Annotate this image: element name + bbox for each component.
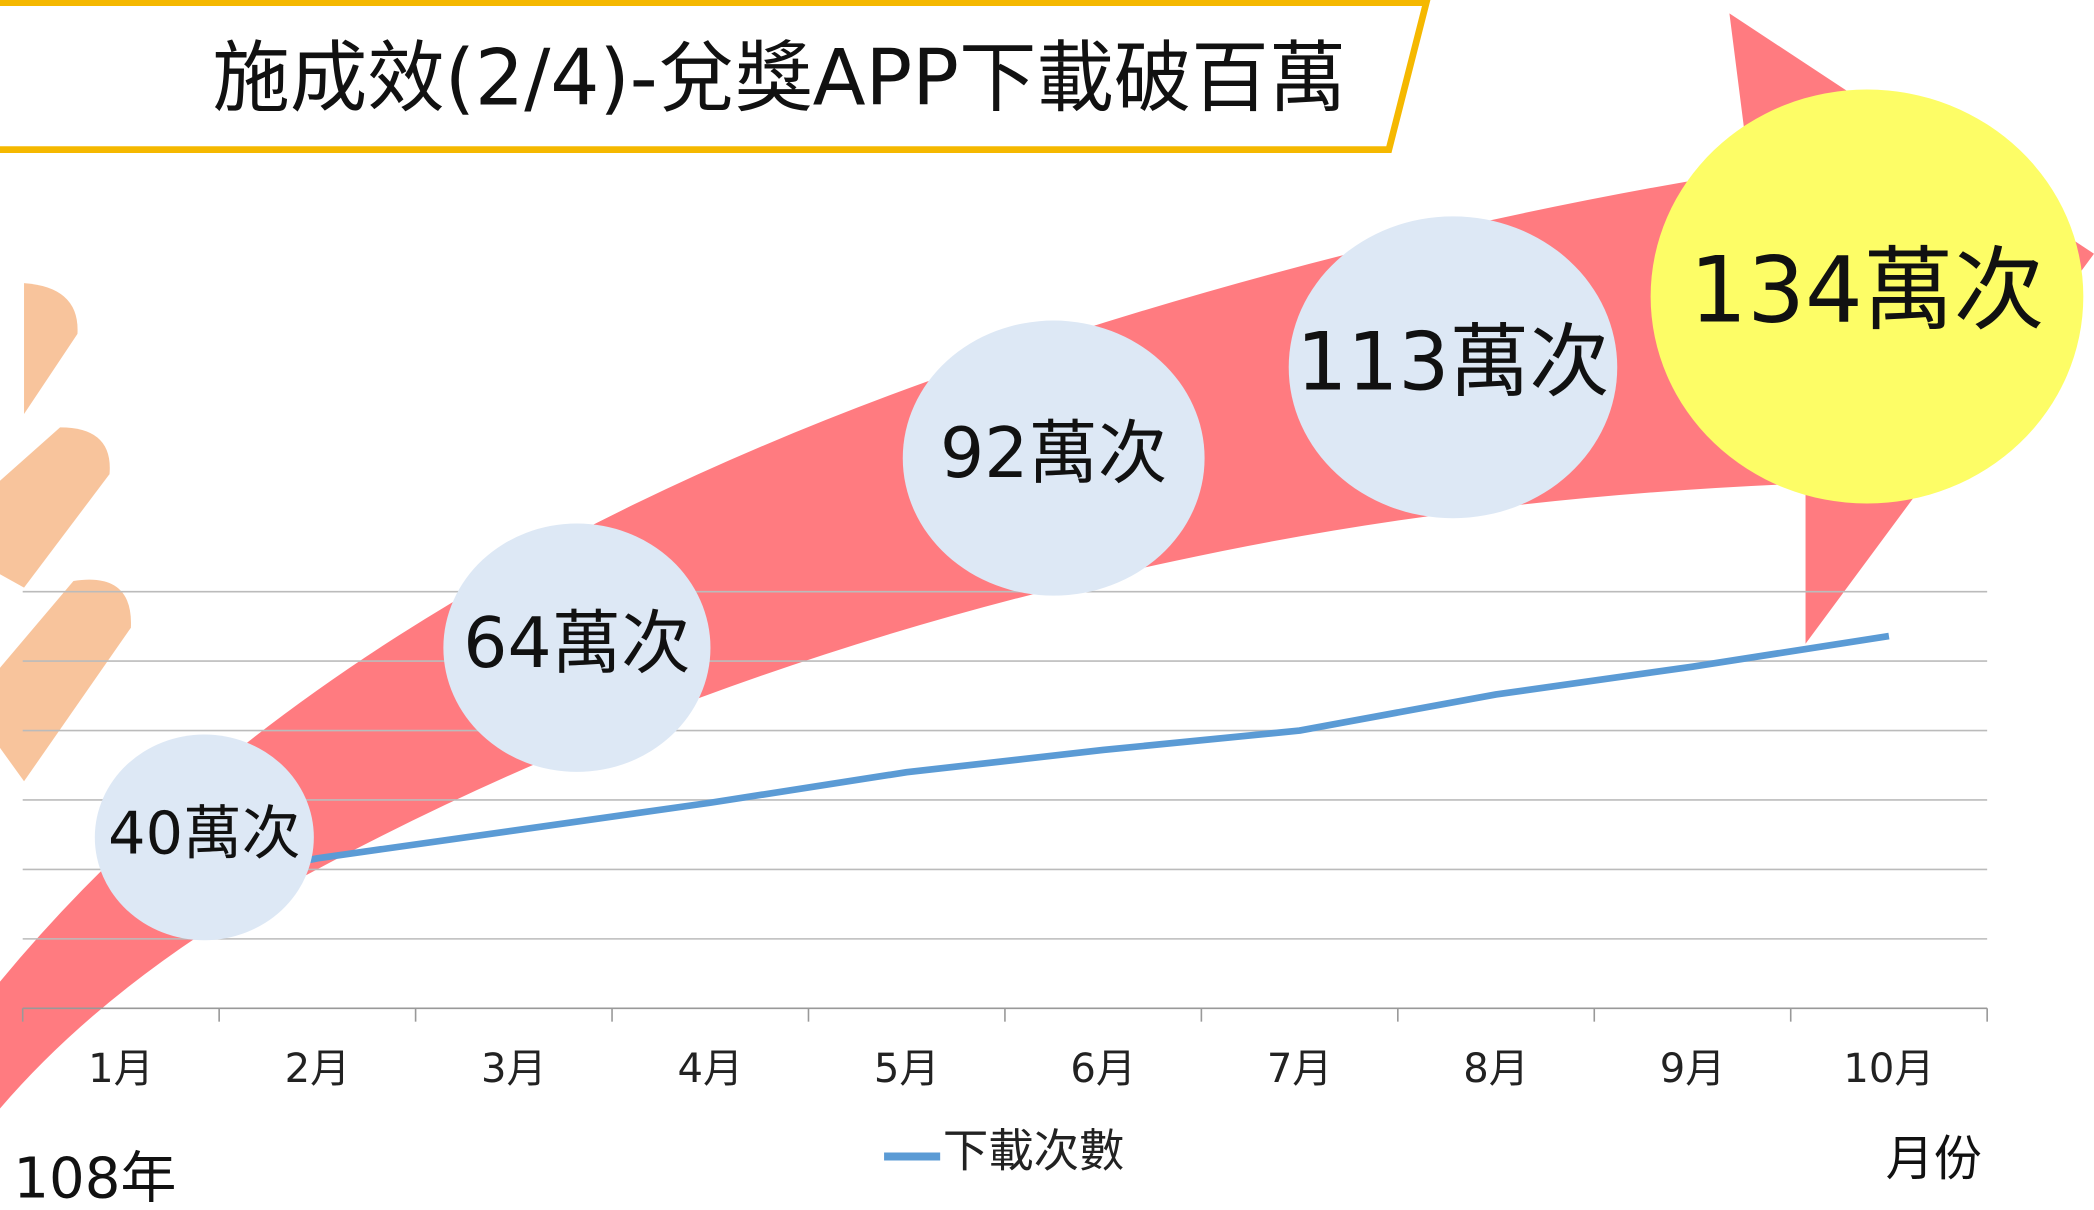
- chart-title: 施成效(2/4)-兌獎APP下載破百萬: [212, 33, 1346, 123]
- x-tick-label: 6月: [1070, 1046, 1136, 1092]
- x-tick-label: 1月: [88, 1046, 154, 1092]
- x-tick-label: 4月: [677, 1046, 743, 1092]
- x-tick-label: 3月: [481, 1046, 547, 1092]
- year-label: 108年: [13, 1147, 176, 1210]
- x-tick-label: 9月: [1660, 1046, 1726, 1092]
- annotation: 64萬次: [463, 604, 690, 684]
- x-tick-label: 2月: [285, 1046, 351, 1092]
- annotation: 113萬次: [1296, 315, 1609, 408]
- decoration: [0, 283, 131, 781]
- x-tick-label: 7月: [1267, 1046, 1333, 1092]
- annotation: 134萬次: [1690, 238, 2045, 343]
- annotation: 40萬次: [108, 798, 300, 867]
- x-tick-label: 5月: [874, 1046, 940, 1092]
- x-axis-label: 月份: [1886, 1131, 1982, 1187]
- slide: 施成效(2/4)-兌獎APP下載破百萬 1月 2月 3月 4月 5月 6月 7月 8月 9月 10…: [0, 0, 2094, 1210]
- legend-label: 下載次數: [943, 1124, 1125, 1177]
- page: {"chart_data": { "type": "line", "title"…: [0, 0, 2094, 1210]
- annotation: 92萬次: [940, 414, 1167, 494]
- x-tick-label: 10月: [1843, 1046, 1934, 1092]
- x-tick-label: 8月: [1463, 1046, 1529, 1092]
